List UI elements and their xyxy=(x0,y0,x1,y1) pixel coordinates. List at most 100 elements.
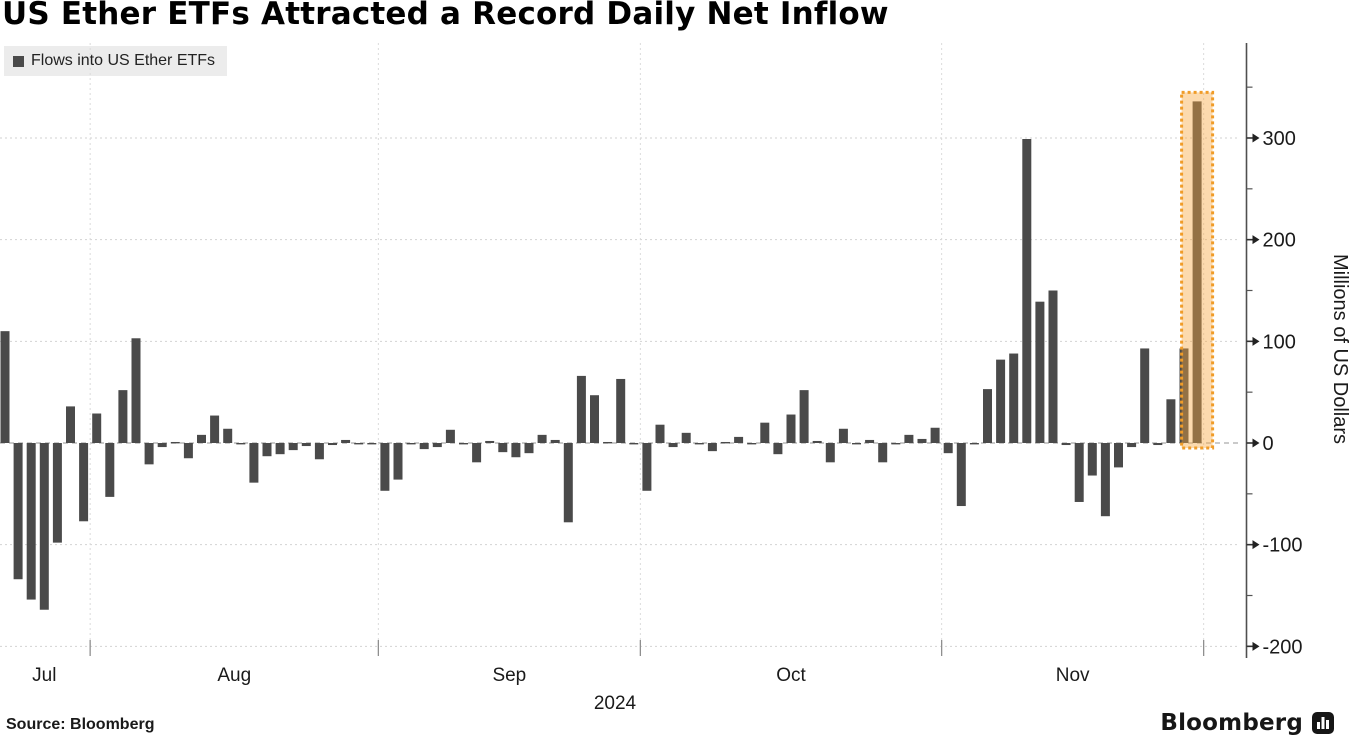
flow-bar xyxy=(249,443,259,483)
flow-bar xyxy=(668,443,678,448)
flow-bar xyxy=(1035,301,1045,443)
flow-bar xyxy=(1179,348,1189,443)
flow-bar xyxy=(590,395,599,443)
flow-bar xyxy=(1192,101,1202,444)
flow-bar xyxy=(891,443,901,445)
flow-bar xyxy=(118,390,128,443)
flow-bar xyxy=(472,443,482,463)
flow-bar xyxy=(734,436,744,443)
legend-swatch-icon xyxy=(13,55,24,67)
flow-bar xyxy=(445,429,455,443)
flow-bar xyxy=(328,443,337,446)
flow-bar xyxy=(275,443,285,455)
flow-bar xyxy=(79,443,89,522)
flow-bar xyxy=(288,443,298,451)
tick-arrow-icon xyxy=(1252,540,1260,550)
flow-bar xyxy=(563,443,573,523)
y-axis: -200 -100 0 100 200 300 Millions of US Dollars xyxy=(1245,43,1349,658)
source-note: Source: Bloomberg xyxy=(6,716,155,733)
flow-bar xyxy=(576,375,586,443)
flow-bar xyxy=(197,434,206,443)
flow-bar xyxy=(878,443,888,463)
y-tick-label: 300 xyxy=(1263,128,1296,150)
flow-bar xyxy=(92,413,102,443)
flow-bar xyxy=(380,443,390,491)
legend-label: Flows into US Ether ETFs xyxy=(31,52,216,69)
y-tick-label: 200 xyxy=(1263,230,1296,252)
flow-bar xyxy=(236,443,246,445)
flow-bar xyxy=(603,441,613,444)
flow-bar xyxy=(459,443,468,445)
tick-arrow-icon xyxy=(1252,641,1260,651)
record-highlight-box xyxy=(1180,90,1215,450)
flow-bar xyxy=(956,443,966,507)
flow-bar xyxy=(26,443,36,600)
y-axis-title: Millions of US Dollars xyxy=(1329,254,1349,444)
flow-bar xyxy=(1074,443,1084,502)
flow-bar xyxy=(852,443,861,445)
flow-bar xyxy=(314,443,324,460)
flow-bar xyxy=(1009,353,1019,443)
flow-bar xyxy=(262,443,272,457)
flow-bar xyxy=(524,443,534,454)
flow-bar xyxy=(1087,443,1097,476)
flow-bar xyxy=(760,422,770,443)
y-tick-label: 0 xyxy=(1263,433,1274,455)
flow-bar xyxy=(983,389,992,443)
flow-bar xyxy=(183,443,193,459)
flow-bar xyxy=(367,443,377,445)
flow-bar xyxy=(393,443,403,480)
flow-bar xyxy=(210,415,220,443)
flow-bar xyxy=(485,440,495,443)
flow-bar xyxy=(655,424,665,443)
flow-bar xyxy=(1100,443,1110,517)
legend-chip: Flows into US Ether ETFs xyxy=(4,46,228,76)
flow-bar xyxy=(550,439,560,443)
month-label: Aug xyxy=(217,665,251,686)
month-label: Jul xyxy=(32,665,56,686)
flow-bar xyxy=(419,443,429,450)
flow-bar xyxy=(537,434,547,443)
tick-arrow-icon xyxy=(1252,438,1260,448)
month-label: Sep xyxy=(492,665,526,686)
flow-bar xyxy=(773,443,783,455)
flow-bar xyxy=(616,378,626,443)
y-tick-label: -100 xyxy=(1263,535,1303,557)
flow-bar xyxy=(642,443,652,491)
flow-bar xyxy=(223,428,233,443)
flow-bar xyxy=(105,443,115,497)
flow-bar xyxy=(707,443,717,452)
flow-bar xyxy=(694,443,704,445)
flow-bar xyxy=(825,443,835,463)
year-label: 2024 xyxy=(594,693,637,714)
flow-bar xyxy=(1153,443,1163,446)
bloomberg-logo-icon xyxy=(1312,712,1334,734)
flow-bar xyxy=(170,441,180,444)
flow-bar xyxy=(39,443,49,610)
flow-bar xyxy=(747,443,757,445)
flow-bar xyxy=(838,428,848,443)
flow-bar xyxy=(341,439,351,443)
flow-bar xyxy=(157,443,167,448)
flow-bar xyxy=(969,443,979,445)
flow-bar xyxy=(13,443,23,580)
flow-bar xyxy=(812,440,822,443)
flow-bar xyxy=(681,432,691,443)
bloomberg-brand: Bloomberg xyxy=(1160,710,1335,736)
flow-bar xyxy=(1061,443,1071,446)
flow-bar xyxy=(1048,290,1058,443)
flow-bar xyxy=(66,406,75,443)
flow-bar xyxy=(721,441,730,444)
flow-bar xyxy=(1114,443,1123,468)
flow-bar xyxy=(799,390,809,443)
flow-bar xyxy=(498,443,508,453)
flow-bar xyxy=(0,331,10,443)
flow-bar xyxy=(1127,443,1137,448)
flow-bar xyxy=(996,359,1006,443)
tick-arrow-icon xyxy=(1252,235,1260,245)
flow-bar xyxy=(1166,399,1176,443)
flow-bar xyxy=(1022,139,1032,443)
x-axis: Jul Aug Sep Oct Nov 2024 xyxy=(32,640,1205,714)
